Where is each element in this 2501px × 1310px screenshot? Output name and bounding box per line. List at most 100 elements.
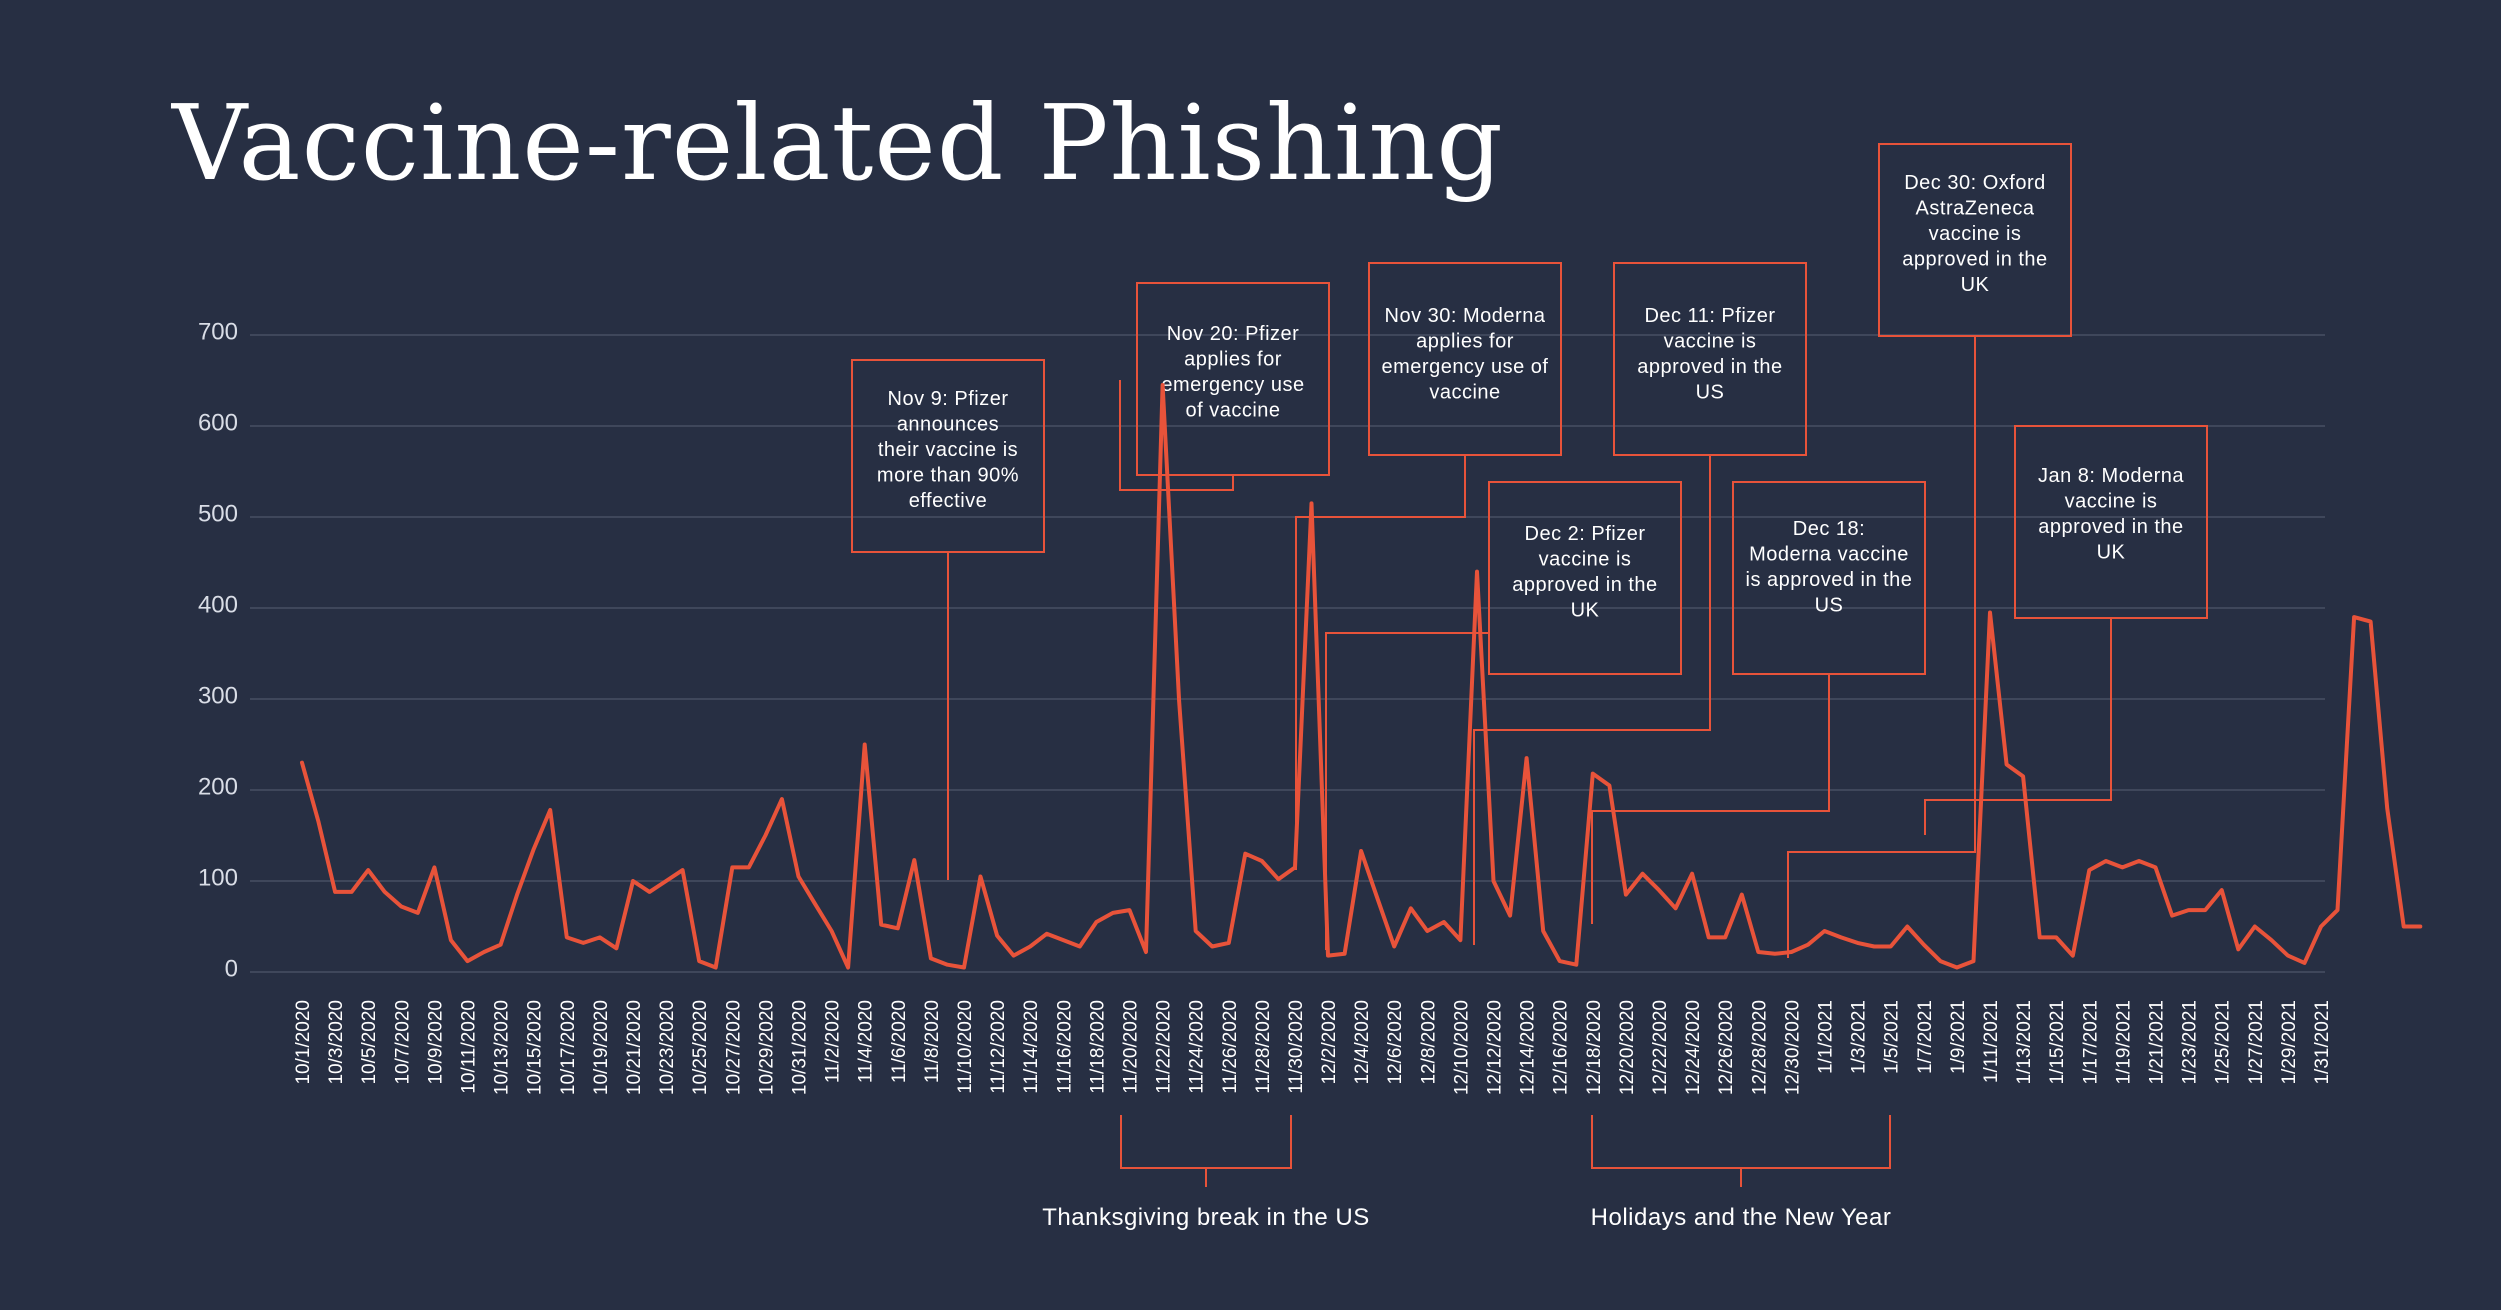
annotation-box — [851, 359, 1045, 553]
x-tick-label: 11/22/2020 — [1154, 1000, 1175, 1094]
annotation-box — [1613, 262, 1807, 456]
x-tick-label: 11/2/2020 — [823, 1000, 844, 1083]
y-tick-label: 200 — [198, 773, 238, 800]
annotation-text: Dec 11: Pfizer vaccine is approved in the U… — [1637, 305, 1782, 404]
annotation-box — [1136, 282, 1330, 476]
annotation-box — [1732, 481, 1926, 675]
series-layer — [300, 383, 2423, 970]
x-tick-label: 10/25/2020 — [690, 1000, 711, 1095]
x-tick-label: 11/14/2020 — [1021, 1000, 1042, 1094]
x-tick-label: 1/11/2021 — [1981, 1000, 2002, 1083]
x-tick-label: 11/20/2020 — [1120, 1000, 1141, 1094]
chart-title: Vaccine-related Phishing — [172, 82, 1504, 204]
x-tick-label: 10/7/2020 — [392, 1000, 413, 1085]
x-tick-label: 12/10/2020 — [1451, 1000, 1472, 1095]
x-axis-ticks: 10/1/2020 10/3/2020 10/5/2020 10/7/2020 10/9… — [293, 1000, 2333, 1095]
annotation-leader — [1473, 455, 1711, 945]
x-tick-label: 10/15/2020 — [525, 1000, 546, 1095]
x-tick-label: 11/4/2020 — [856, 1000, 877, 1083]
x-tick-label: 12/26/2020 — [1716, 1000, 1737, 1095]
x-tick-label: 11/12/2020 — [988, 1000, 1009, 1094]
x-tick-label: 11/16/2020 — [1054, 1000, 1075, 1094]
x-tick-label: 1/19/2021 — [2113, 1000, 2134, 1085]
x-tick-label: 12/18/2020 — [1584, 1000, 1605, 1095]
x-tick-label: 10/23/2020 — [657, 1000, 678, 1095]
y-tick-label: 400 — [198, 591, 238, 618]
x-tick-label: 1/1/2021 — [1816, 1000, 1837, 1074]
annotation-leader — [1325, 632, 1489, 950]
x-tick-label: 12/4/2020 — [1352, 1000, 1373, 1085]
x-tick-label: 11/28/2020 — [1253, 1000, 1274, 1094]
x-tick-label: 10/27/2020 — [723, 1000, 744, 1095]
x-tick-label: 11/10/2020 — [955, 1000, 976, 1094]
x-tick-label: 1/3/2021 — [1849, 1000, 1870, 1074]
annotation-leader — [1591, 674, 1830, 924]
x-tick-label: 11/6/2020 — [889, 1000, 910, 1083]
x-tick-label: 12/16/2020 — [1551, 1000, 1572, 1095]
x-tick-label: 10/3/2020 — [326, 1000, 347, 1085]
x-tick-label: 10/29/2020 — [756, 1000, 777, 1095]
annotation-5: Dec 11: Pfizer vaccine is approved in the U… — [1473, 262, 1807, 945]
x-tick-label: 1/7/2021 — [1915, 1000, 1936, 1074]
x-tick-label: 1/5/2021 — [1882, 1000, 1903, 1074]
annotation-box — [2014, 425, 2208, 619]
annotation-7: Dec 30: Oxford AstraZeneca vaccine is appro… — [1787, 143, 2072, 958]
annotation-text: Dec 30: Oxford AstraZeneca vaccine is appro… — [1902, 172, 2047, 296]
x-tick-label: 10/1/2020 — [293, 1000, 314, 1085]
x-tick-label: 10/17/2020 — [558, 1000, 579, 1095]
period-label: Holidays and the New Year — [1591, 1204, 1892, 1231]
annotations: Nov 9: Pfizer announces their vaccine is mo… — [851, 143, 2208, 958]
x-tick-label: 1/15/2021 — [2047, 1000, 2068, 1085]
period-label: Thanksgiving break in the US — [1042, 1204, 1370, 1231]
y-axis-ticks: 0 100 200 300 400 500 600 700 — [198, 318, 238, 982]
y-tick-label: 300 — [198, 682, 238, 709]
x-tick-label: 11/18/2020 — [1087, 1000, 1108, 1094]
x-tick-label: 10/5/2020 — [359, 1000, 380, 1085]
annotation-text: Dec 18: Moderna vaccine is approved in the… — [1746, 518, 1913, 617]
annotation-box — [1368, 262, 1562, 456]
gridlines — [250, 334, 2325, 973]
x-tick-label: 12/12/2020 — [1485, 1000, 1506, 1095]
annotation-1: Nov 9: Pfizer announces their vaccine is mo… — [851, 359, 1045, 880]
y-tick-label: 100 — [198, 864, 238, 891]
x-tick-label: 12/30/2020 — [1782, 1000, 1803, 1095]
period-bracket-2: Holidays and the New Year — [1591, 1115, 1892, 1231]
x-tick-label: 10/19/2020 — [591, 1000, 612, 1095]
annotation-leader — [1119, 380, 1234, 491]
x-tick-label: 10/13/2020 — [492, 1000, 513, 1095]
x-tick-label: 1/13/2021 — [2014, 1000, 2035, 1085]
x-tick-label: 12/2/2020 — [1319, 1000, 1340, 1085]
x-tick-label: 12/14/2020 — [1518, 1000, 1539, 1095]
x-tick-label: 1/29/2021 — [2279, 1000, 2300, 1085]
x-tick-label: 11/8/2020 — [922, 1000, 943, 1083]
y-tick-label: 500 — [198, 500, 238, 527]
x-tick-label: 10/21/2020 — [624, 1000, 645, 1095]
x-tick-label: 12/20/2020 — [1617, 1000, 1638, 1095]
bracket — [1591, 1115, 1891, 1187]
annotation-leader — [1924, 618, 2112, 835]
x-tick-label: 12/6/2020 — [1385, 1000, 1406, 1085]
annotation-8: Jan 8: Moderna vaccine is approved in the U… — [1924, 425, 2208, 835]
annotation-box — [1878, 143, 2072, 337]
annotation-leader — [1787, 336, 1976, 958]
x-tick-label: 1/31/2021 — [2312, 1000, 2333, 1085]
x-tick-label: 10/31/2020 — [789, 1000, 810, 1095]
y-tick-label: 600 — [198, 409, 238, 436]
x-tick-label: 10/11/2020 — [458, 1000, 479, 1094]
x-tick-label: 12/8/2020 — [1418, 1000, 1439, 1085]
annotation-4: Dec 2: Pfizer vaccine is approved in the UK — [1325, 481, 1682, 950]
x-tick-label: 11/26/2020 — [1220, 1000, 1241, 1094]
x-tick-label: 1/25/2021 — [2213, 1000, 2234, 1085]
x-tick-label: 10/9/2020 — [425, 1000, 446, 1085]
x-tick-label: 1/21/2021 — [2147, 1000, 2168, 1085]
annotation-3: Nov 30: Moderna applies for emergency use … — [1295, 262, 1562, 870]
annotation-leader — [1295, 455, 1466, 870]
y-tick-label: 700 — [198, 318, 238, 345]
annotation-box — [1488, 481, 1682, 675]
annotation-text: Nov 20: Pfizer applies for emergency use of… — [1161, 323, 1304, 422]
period-bracket-1: Thanksgiving break in the US — [1042, 1115, 1370, 1231]
annotation-2: Nov 20: Pfizer applies for emergency use of… — [1119, 282, 1330, 491]
x-tick-label: 12/28/2020 — [1749, 1000, 1770, 1095]
